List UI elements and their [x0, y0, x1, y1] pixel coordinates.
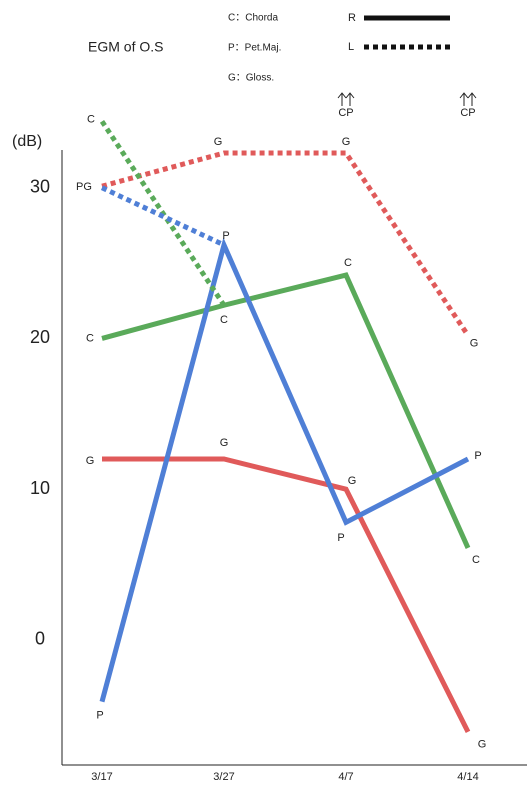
- point-label: C: [220, 314, 228, 326]
- y-axis-label: (dB): [12, 133, 42, 150]
- series-line: [100, 185, 226, 248]
- legend-label: R: [348, 12, 356, 24]
- point-label: G: [470, 337, 479, 349]
- point-label: C: [344, 257, 352, 269]
- x-tick-label: 4/14: [457, 771, 478, 783]
- arrow: [467, 92, 477, 106]
- point-label: P: [474, 450, 481, 462]
- arrow: [459, 92, 469, 106]
- point-label: G: [342, 136, 351, 148]
- point-label: C: [86, 332, 94, 344]
- point-label: PG: [76, 181, 92, 193]
- x-tick-label: 4/7: [338, 771, 353, 783]
- key-entry: G：Gloss.: [228, 73, 274, 84]
- arrow: [345, 92, 355, 106]
- point-label: G: [214, 136, 223, 148]
- point-label: C: [472, 554, 480, 566]
- legend-label: L: [348, 41, 354, 53]
- arrow: [337, 92, 347, 106]
- chart-title: EGM of O.S: [88, 39, 163, 55]
- annotation: CP: [460, 107, 475, 119]
- series-line: [99, 119, 227, 307]
- point-label: G: [86, 455, 95, 467]
- x-tick-label: 3/27: [213, 771, 234, 783]
- point-label: P: [96, 710, 103, 722]
- annotation: CP: [338, 107, 353, 119]
- point-label: P: [222, 230, 229, 242]
- point-label: G: [348, 475, 357, 487]
- y-tick-label: 10: [30, 478, 50, 498]
- key-entry: P：Pet.Maj.: [228, 43, 281, 54]
- series-line: [102, 456, 471, 733]
- y-tick-label: 20: [30, 327, 50, 347]
- key-entry: C：Chorda: [228, 13, 278, 24]
- point-label: C: [87, 113, 95, 125]
- x-tick-label: 3/17: [91, 771, 112, 783]
- series-line: [101, 272, 471, 549]
- series-line: [101, 150, 471, 337]
- point-label: P: [337, 532, 344, 544]
- series-line: [99, 237, 470, 703]
- point-label: G: [478, 739, 487, 751]
- y-tick-label: 30: [30, 176, 50, 196]
- point-label: G: [220, 437, 229, 449]
- y-tick-label: 0: [35, 629, 45, 649]
